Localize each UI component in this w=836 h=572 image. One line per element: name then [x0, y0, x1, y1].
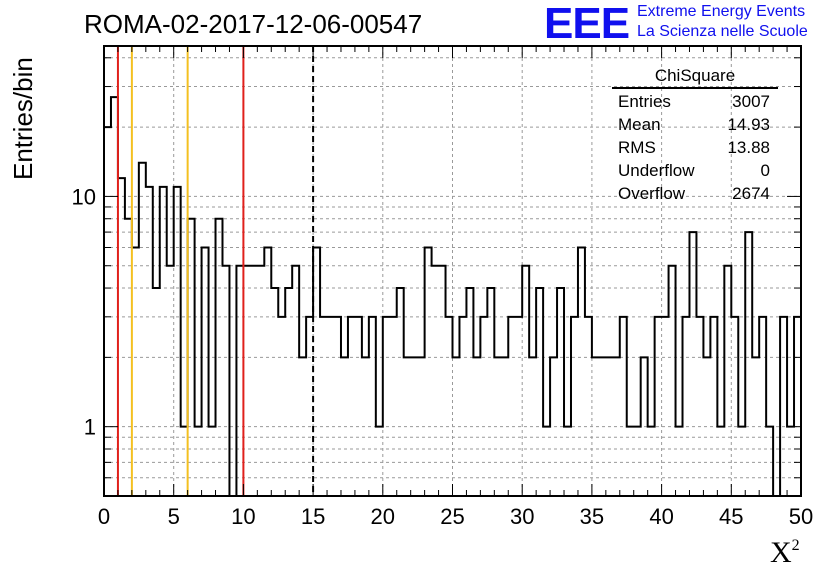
chart-title: ROMA-02-2017-12-06-00547 — [84, 9, 423, 39]
logo-line-1: Extreme Energy Events — [637, 3, 806, 20]
stats-row-entries: Entries 3007 — [612, 90, 778, 113]
stats-label: Mean — [618, 115, 661, 134]
x-tick-label: 45 — [719, 504, 743, 529]
x-tick-label: 20 — [371, 504, 395, 529]
eee-logo: EEE — [544, 0, 630, 48]
x-tick-label: 50 — [789, 504, 813, 529]
stats-label: RMS — [618, 138, 656, 157]
stats-value: 0 — [760, 161, 770, 180]
stats-label: Overflow — [618, 184, 686, 203]
stats-row-overflow: Overflow 2674 — [612, 182, 778, 205]
x-tick-label: 40 — [649, 504, 673, 529]
x-tick-label: 10 — [231, 504, 255, 529]
x-tick-label: 35 — [580, 504, 604, 529]
y-tick-label: 1 — [84, 415, 96, 440]
x-tick-label: 30 — [510, 504, 534, 529]
stats-value: 2674 — [732, 184, 770, 203]
stats-value: 13.88 — [727, 138, 770, 157]
stats-value: 3007 — [732, 92, 770, 111]
logo-line-2: La Scienza nelle Scuole — [637, 23, 808, 40]
stats-label: Underflow — [618, 161, 695, 180]
x-tick-label: 0 — [98, 504, 110, 529]
stats-row-underflow: Underflow 0 — [612, 159, 778, 182]
x-tick-label: 25 — [440, 504, 464, 529]
x-axis-label: X2 — [770, 536, 800, 569]
stats-box: ChiSquare Entries 3007 Mean 14.93 RMS 13… — [612, 66, 778, 205]
stats-title: ChiSquare — [612, 66, 778, 89]
stats-row-mean: Mean 14.93 — [612, 113, 778, 136]
y-tick-label: 10 — [72, 184, 96, 209]
x-tick-label: 15 — [301, 504, 325, 529]
stats-value: 14.93 — [727, 115, 770, 134]
stats-label: Entries — [618, 92, 671, 111]
x-tick-label: 5 — [168, 504, 180, 529]
histogram-line — [104, 96, 801, 497]
stats-row-rms: RMS 13.88 — [612, 136, 778, 159]
